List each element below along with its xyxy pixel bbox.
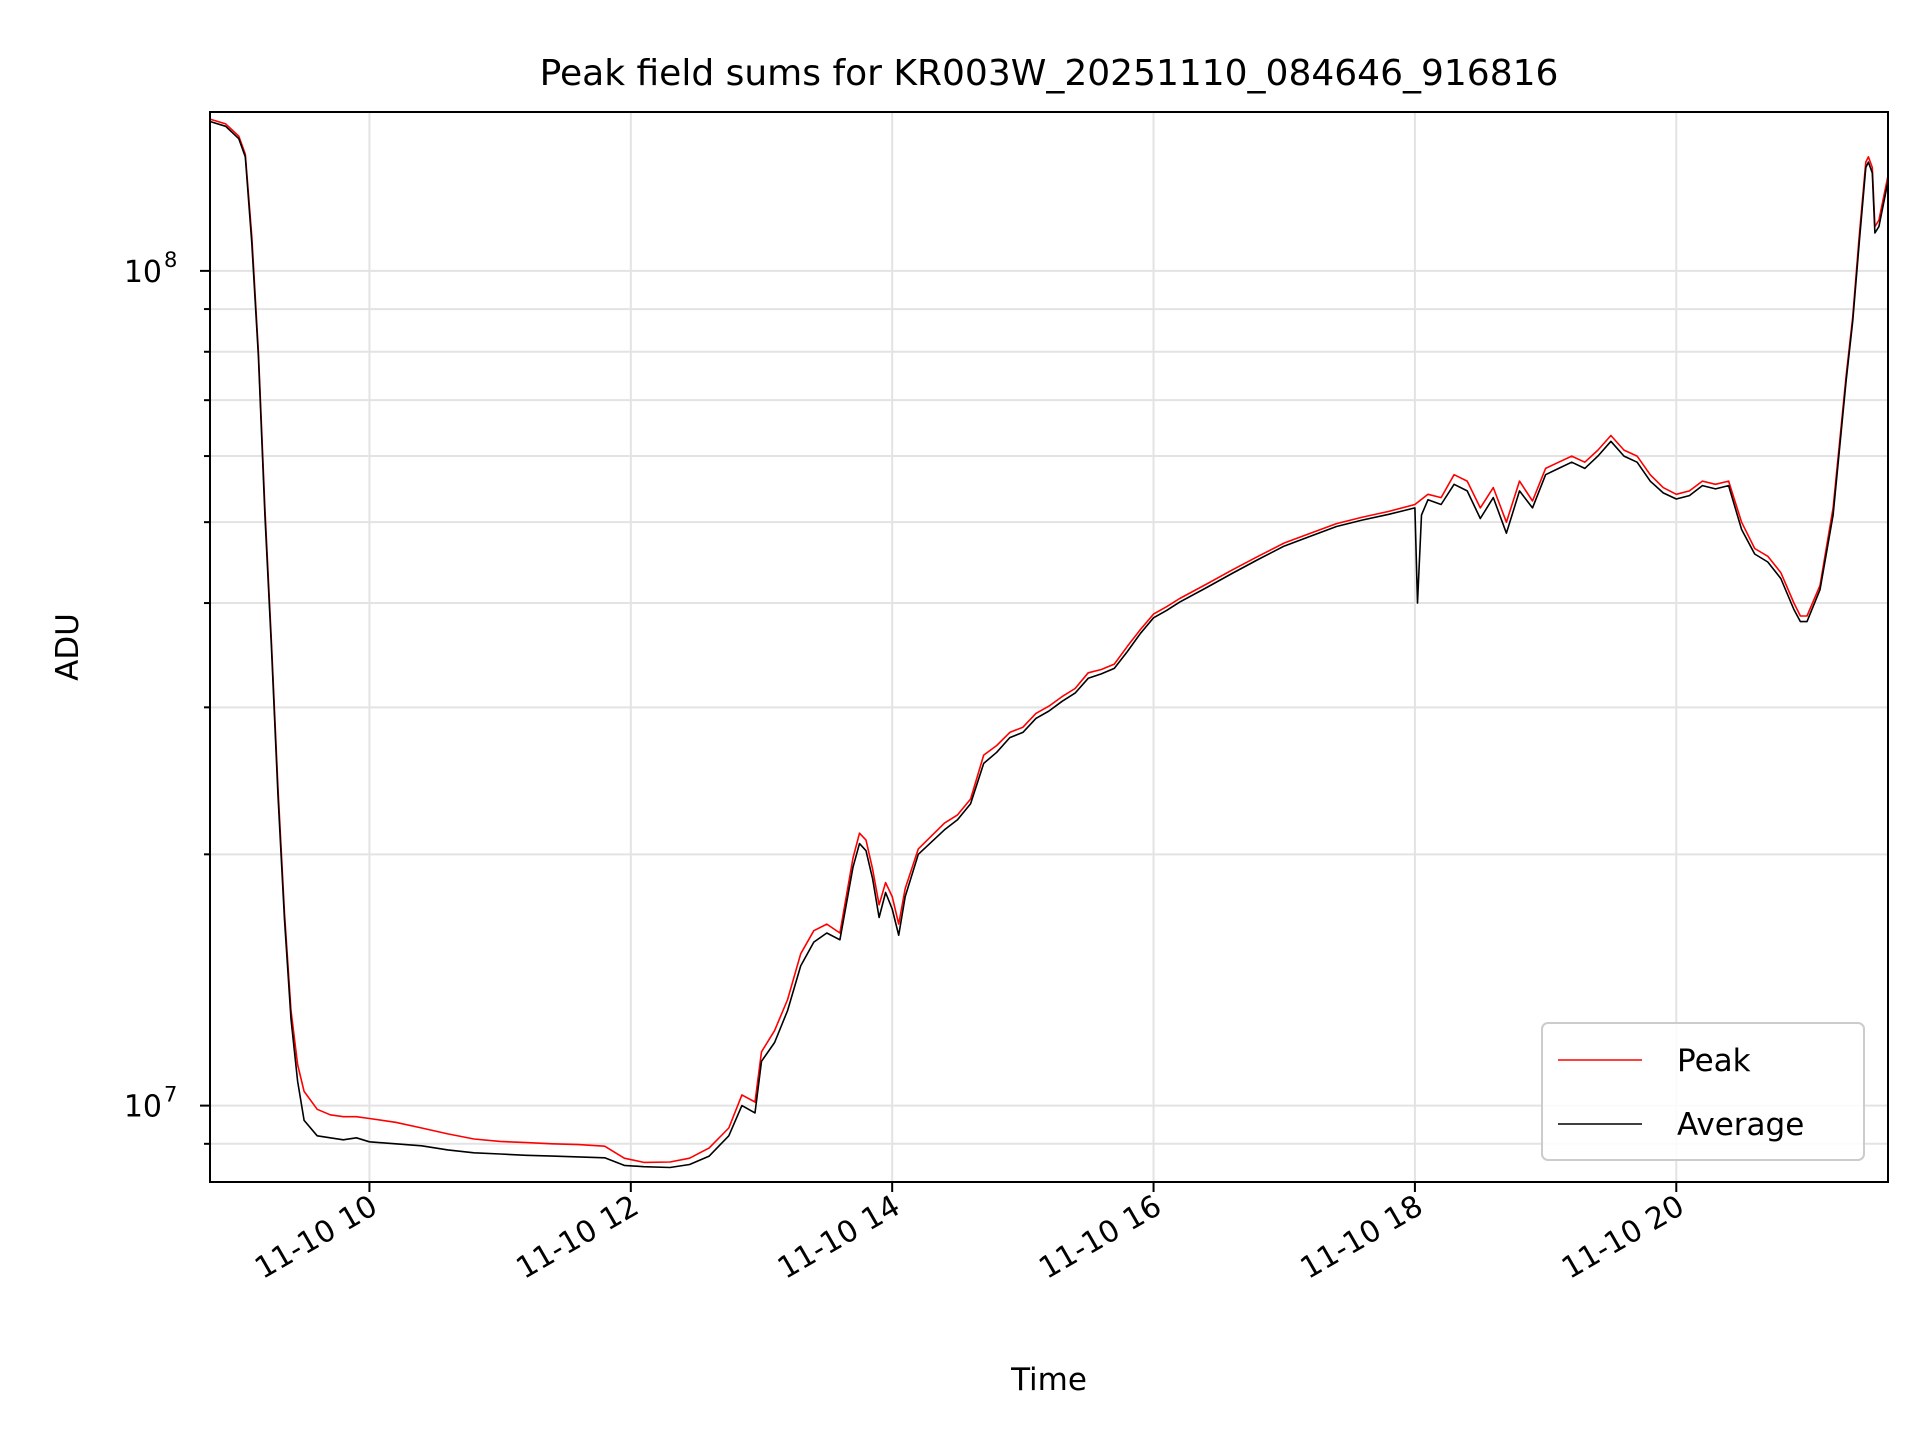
series-line-average — [209, 120, 1889, 1169]
y-axis-label: ADU — [50, 613, 86, 681]
x-tick-label: 11-10 12 — [510, 1189, 644, 1287]
x-tick-label: 11-10 16 — [1033, 1189, 1167, 1287]
plot-series — [209, 118, 1889, 1169]
legend-label-peak: Peak — [1677, 1043, 1751, 1079]
y-tick-label-exponent: 7 — [164, 1083, 177, 1107]
grid-lines — [210, 112, 1888, 1182]
x-axis-ticks: 11-10 10 11-10 12 11-10 14 11-10 16 11-10 18… — [249, 1182, 1690, 1286]
series-line-peak — [209, 118, 1889, 1164]
x-axis-label: Time — [1010, 1362, 1087, 1398]
legend: Peak Average — [1541, 1022, 1865, 1161]
y-tick-label: 10 — [124, 255, 162, 290]
x-tick-label: 11-10 14 — [772, 1189, 906, 1287]
x-tick-label: 11-10 18 — [1295, 1189, 1429, 1287]
x-tick-label: 11-10 10 — [249, 1189, 383, 1287]
x-tick-label: 11-10 20 — [1556, 1189, 1690, 1287]
y-tick-label-exponent: 8 — [164, 248, 177, 272]
y-tick-label: 10 — [124, 1090, 162, 1125]
legend-box — [1541, 1022, 1865, 1161]
plot-frame — [209, 111, 1889, 1183]
legend-label-average: Average — [1677, 1107, 1804, 1143]
chart-title: Peak field sums for KR003W_20251110_0846… — [540, 53, 1559, 94]
